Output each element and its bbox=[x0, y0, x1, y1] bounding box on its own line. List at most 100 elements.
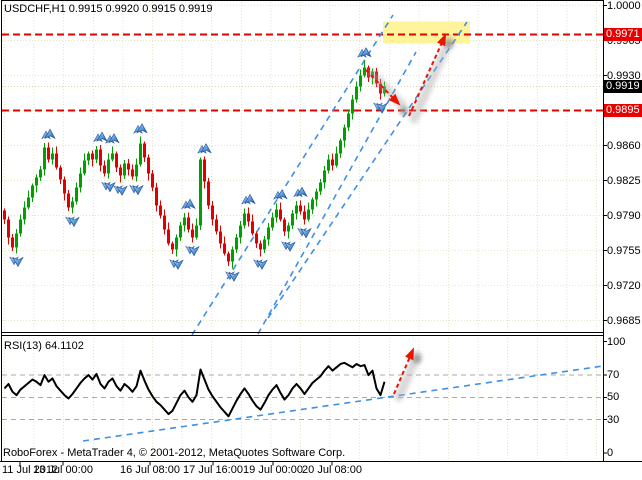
candle bbox=[143, 143, 146, 158]
candle bbox=[15, 233, 18, 248]
candle bbox=[219, 231, 222, 244]
candle bbox=[303, 211, 306, 220]
price-axis-label: 0.9860 bbox=[607, 139, 641, 152]
candle bbox=[107, 159, 110, 174]
candle bbox=[179, 225, 182, 238]
candle bbox=[207, 181, 210, 206]
fractal-down-icon bbox=[113, 185, 128, 196]
candle bbox=[31, 185, 34, 198]
candle bbox=[171, 243, 174, 250]
candle bbox=[223, 243, 226, 254]
gray-marker-dot bbox=[412, 354, 422, 364]
candle bbox=[275, 209, 278, 218]
candle bbox=[87, 153, 90, 161]
candle bbox=[227, 253, 230, 262]
candle bbox=[187, 217, 190, 230]
target-arrow[interactable] bbox=[408, 33, 454, 124]
candle bbox=[131, 169, 134, 177]
time-axis-label: 13 Jul 00:00 bbox=[33, 464, 93, 476]
fractal-down-icon bbox=[281, 241, 296, 252]
candle bbox=[119, 167, 122, 176]
candle bbox=[91, 153, 94, 160]
candle bbox=[127, 163, 130, 170]
candle bbox=[247, 213, 250, 222]
arrow-head bbox=[405, 347, 414, 361]
rsi-arrow[interactable] bbox=[393, 347, 422, 402]
candle bbox=[123, 163, 126, 176]
gray-marker-dot bbox=[399, 106, 409, 116]
candle bbox=[43, 147, 46, 170]
candle bbox=[279, 209, 282, 220]
price-badge-0.9919: 0.9919 bbox=[604, 80, 642, 93]
candle bbox=[23, 207, 26, 220]
candle bbox=[255, 233, 258, 244]
candle bbox=[235, 237, 238, 250]
candle bbox=[299, 205, 302, 212]
rsi-axis-label: 0 bbox=[607, 447, 614, 459]
pullback-arrow[interactable] bbox=[365, 68, 409, 116]
arrow-head bbox=[388, 93, 401, 106]
trendline-1[interactable] bbox=[191, 14, 394, 336]
candle bbox=[115, 153, 118, 168]
candle bbox=[79, 173, 82, 188]
price-badge-0.9895: 0.9895 bbox=[604, 104, 642, 117]
candle bbox=[315, 191, 318, 200]
time-axis-label: 19 Jul 00:00 bbox=[243, 464, 303, 476]
fractal-down-icon bbox=[101, 181, 116, 193]
candle bbox=[327, 159, 330, 171]
fractal-up-icon bbox=[293, 186, 308, 198]
candle bbox=[11, 237, 14, 248]
fractal-up-icon bbox=[273, 189, 288, 200]
fractal-arrows-layer bbox=[9, 47, 388, 282]
target-zone[interactable] bbox=[383, 21, 470, 44]
fractal-down-icon bbox=[185, 245, 200, 257]
candle bbox=[67, 193, 70, 208]
candle bbox=[251, 221, 254, 234]
candle bbox=[215, 219, 218, 232]
rsi-axis-label: 50 bbox=[607, 391, 620, 404]
rsi-axis-label: 100 bbox=[607, 335, 626, 348]
candle bbox=[291, 213, 294, 226]
candle bbox=[263, 239, 266, 250]
arrow-head bbox=[437, 33, 447, 47]
rsi-axis-label: 30 bbox=[607, 413, 620, 426]
price-axis-label: 0.9755 bbox=[607, 244, 641, 257]
candle bbox=[39, 169, 42, 178]
candle bbox=[51, 153, 54, 160]
trendline-2[interactable] bbox=[257, 51, 417, 335]
candle bbox=[267, 227, 270, 240]
price-axis-label: 0.9825 bbox=[607, 174, 641, 187]
candle bbox=[135, 164, 138, 177]
candle bbox=[163, 215, 166, 230]
time-axis-label: 11 Jul 2012 bbox=[2, 464, 59, 476]
copyright-text: RoboForex - MetaTrader 4, © 2001-2012, M… bbox=[3, 447, 346, 459]
price-axis-label: 0.9720 bbox=[607, 279, 641, 292]
candle bbox=[19, 219, 22, 234]
candle bbox=[71, 201, 74, 208]
price-badge-0.9971: 0.9971 bbox=[604, 28, 642, 41]
candle bbox=[175, 237, 178, 250]
candle bbox=[343, 127, 346, 141]
fractal-up-icon bbox=[241, 193, 256, 205]
candle bbox=[47, 147, 50, 160]
candle bbox=[35, 177, 38, 186]
fractal-down-icon bbox=[253, 259, 268, 270]
candle bbox=[259, 243, 262, 250]
fractal-up-icon bbox=[133, 123, 148, 134]
rsi-line bbox=[3, 361, 386, 418]
candle bbox=[271, 217, 274, 228]
fractal-up-icon bbox=[197, 143, 212, 154]
panel-borders bbox=[0, 0, 642, 462]
candle bbox=[199, 159, 202, 226]
candle bbox=[335, 153, 338, 166]
fractal-up-icon bbox=[105, 133, 120, 144]
candle bbox=[83, 160, 86, 174]
candle bbox=[319, 182, 322, 192]
candle bbox=[75, 187, 78, 202]
candle bbox=[331, 159, 334, 166]
candle bbox=[63, 179, 66, 194]
candle bbox=[347, 113, 350, 128]
rsi-trendline[interactable] bbox=[82, 365, 604, 442]
